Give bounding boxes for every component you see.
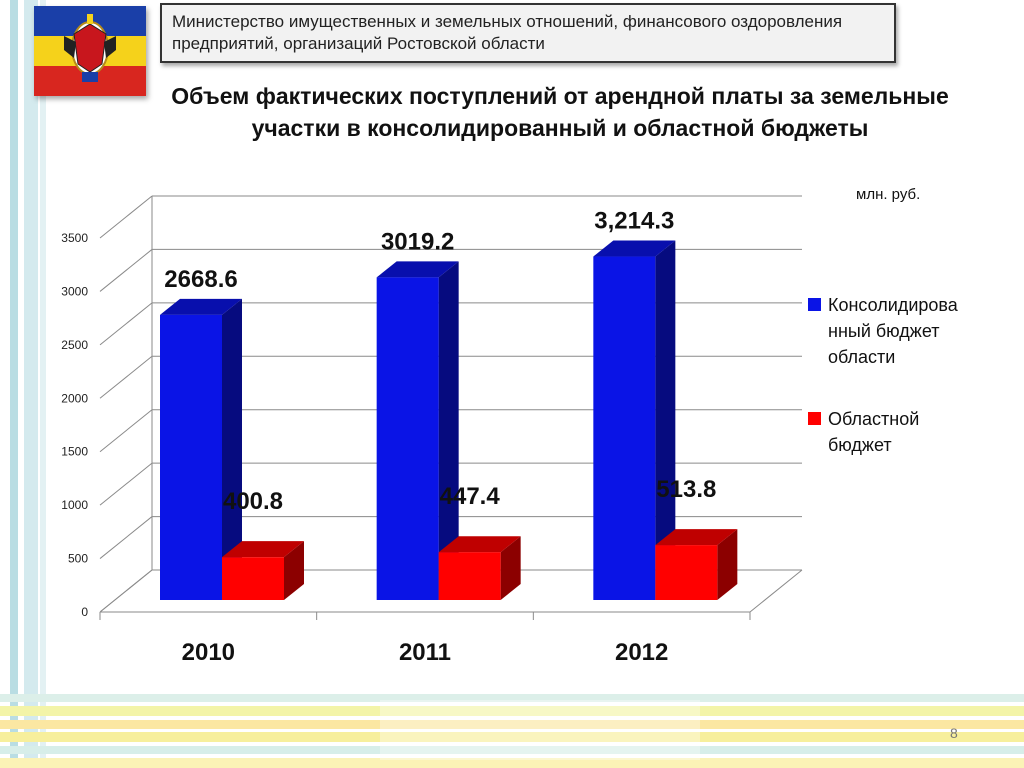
data-label: 513.8 (656, 476, 716, 503)
decor-band (0, 720, 1024, 729)
data-label: 3,214.3 (594, 208, 674, 235)
decor-stripe (40, 0, 46, 768)
decor-band (0, 694, 1024, 702)
floor-right-edge (749, 569, 803, 613)
bar-side (655, 240, 676, 600)
bar-top (376, 261, 459, 278)
bar (160, 314, 222, 600)
bar-side (284, 541, 304, 600)
legend-item-regional: Областной бюджет (808, 406, 1008, 458)
legend-label-consolidated-line2: нный бюджет (828, 321, 940, 341)
decor-band (0, 758, 1024, 768)
y-tick-label: 1000 (61, 498, 88, 512)
bar-top (655, 529, 738, 546)
slide-title: Объем фактических поступлений от арендно… (171, 83, 949, 141)
decor-band (380, 700, 700, 760)
gridline-side (99, 462, 153, 506)
bar-top (593, 240, 676, 257)
decor-band (0, 732, 1024, 742)
gridline-side (99, 516, 153, 559)
gridline-side (99, 195, 153, 239)
legend-label-regional-line2: бюджет (828, 435, 892, 455)
legend-item-consolidated: Консолидирова нный бюджет области (808, 292, 1008, 370)
bar-side (438, 261, 459, 600)
bar (438, 552, 501, 600)
bar (593, 256, 656, 600)
legend-label-consolidated-line1: Консолидирова (828, 295, 958, 315)
gridline-side (99, 409, 153, 453)
gridline-side (99, 569, 153, 613)
data-label: 447.4 (440, 483, 501, 510)
y-tick-label: 1500 (61, 445, 88, 459)
y-tick-label: 2500 (61, 338, 88, 352)
ministry-header: Министерство имущественных и земельных о… (160, 3, 896, 63)
page-number: 8 (950, 725, 958, 741)
bar-top (438, 536, 521, 553)
x-tick-label: 2010 (182, 639, 235, 666)
legend-label-regional-line1: Областной (828, 409, 920, 429)
x-tick-label: 2012 (615, 639, 668, 666)
chart-labels: 0 500 1000 1500 2000 2500 3000 3500 2668.6 400.8 2… (61, 208, 716, 666)
legend-label-consolidated-line3: области (828, 347, 896, 367)
bar-side (222, 298, 242, 600)
decor-band (0, 746, 1024, 754)
bar-top (160, 298, 242, 315)
region-emblem (34, 6, 146, 96)
bar-side (717, 529, 738, 600)
unit-label: млн. руб. (856, 186, 921, 203)
gridline-side (99, 249, 153, 292)
bar-top (222, 541, 304, 558)
ministry-name: Министерство имущественных и земельных о… (172, 12, 843, 53)
y-tick-label: 3500 (61, 231, 88, 245)
y-tick-label: 2000 (61, 391, 88, 405)
legend-swatch-consolidated (808, 298, 821, 311)
x-tick-label: 2011 (399, 639, 451, 666)
bar-side (500, 536, 521, 600)
decor-stripe (24, 0, 38, 768)
decor-band (0, 706, 1024, 716)
decor-stripe (10, 0, 18, 768)
data-label: 2668.6 (164, 266, 237, 293)
chart-bars (160, 240, 738, 600)
legend-swatch-regional (808, 412, 821, 425)
chart-legend: Консолидирова нный бюджет области Област… (808, 292, 1008, 494)
bar (222, 557, 284, 600)
gridline-side (99, 355, 153, 399)
y-tick-label: 500 (68, 552, 88, 566)
bar (655, 545, 718, 600)
y-tick-label: 0 (81, 605, 88, 619)
y-tick-label: 3000 (61, 284, 88, 298)
data-label: 3019.2 (381, 228, 454, 255)
bar (376, 277, 439, 600)
gridline-side (99, 302, 153, 346)
data-label: 400.8 (223, 488, 283, 515)
